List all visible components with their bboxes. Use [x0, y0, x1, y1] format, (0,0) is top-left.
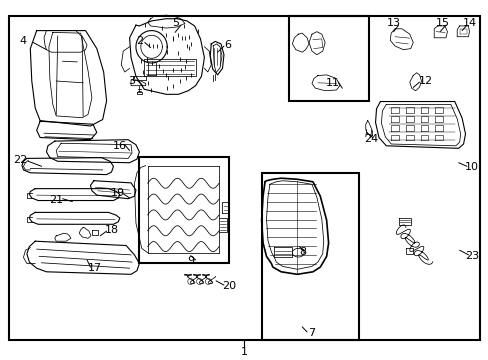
Text: 16: 16 — [113, 141, 126, 151]
Text: 22: 22 — [13, 155, 28, 165]
Text: 11: 11 — [325, 78, 339, 88]
Text: 18: 18 — [104, 225, 118, 235]
Bar — [139, 157, 228, 263]
Bar — [288, 16, 368, 101]
Text: 21: 21 — [49, 195, 63, 205]
Text: 1: 1 — [241, 347, 247, 357]
Text: 19: 19 — [111, 188, 125, 198]
Text: 15: 15 — [435, 18, 448, 28]
Bar — [9, 16, 479, 340]
Bar — [261, 173, 359, 340]
Text: 6: 6 — [224, 40, 230, 50]
Text: 13: 13 — [386, 18, 400, 28]
Text: 5: 5 — [172, 18, 179, 28]
Text: 7: 7 — [308, 328, 315, 338]
Text: 20: 20 — [222, 281, 235, 291]
Text: 9: 9 — [187, 256, 194, 266]
Text: 4: 4 — [20, 36, 27, 46]
Text: 23: 23 — [464, 251, 478, 261]
Text: 10: 10 — [464, 162, 478, 172]
Text: 14: 14 — [462, 18, 475, 28]
Text: 17: 17 — [88, 263, 102, 273]
Text: 12: 12 — [418, 76, 431, 86]
Text: 2: 2 — [136, 36, 142, 46]
Text: 3: 3 — [128, 76, 135, 86]
Text: 24: 24 — [364, 134, 378, 144]
Text: 8: 8 — [299, 247, 306, 257]
